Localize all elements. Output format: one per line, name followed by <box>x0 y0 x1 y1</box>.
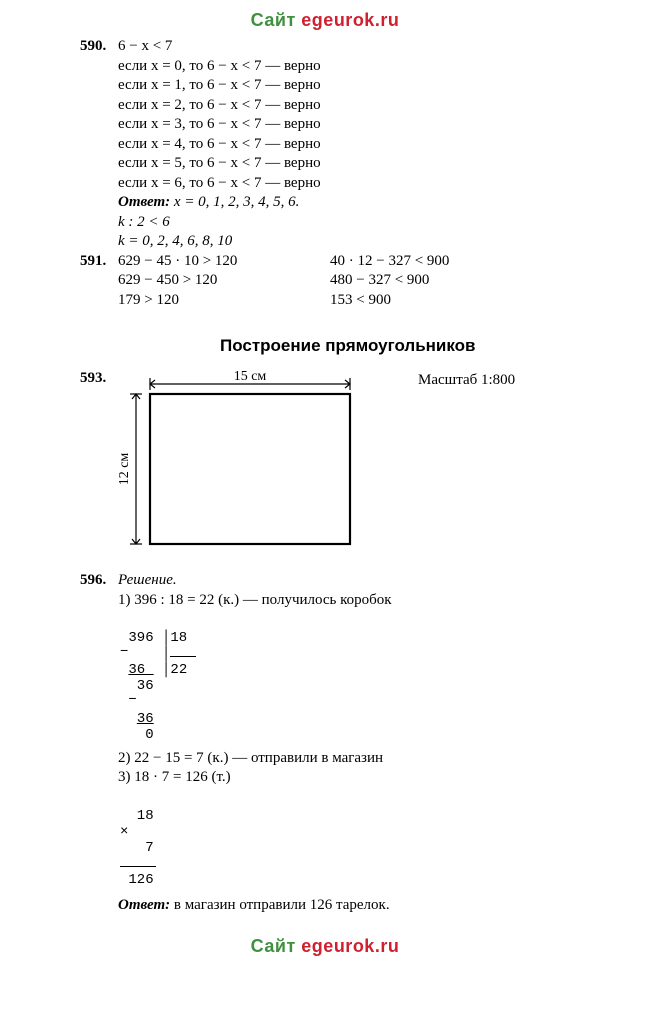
ex596-step2: 2) 22 − 15 = 7 (к.) — отправили в магази… <box>118 749 610 769</box>
ex590-case: если x = 5, то 6 − x < 7 — верно <box>118 154 610 174</box>
calc-line: 179 > 120 <box>118 291 330 311</box>
ex590-k1: k : 2 < 6 <box>118 213 610 233</box>
ex590-case: если x = 6, то 6 − x < 7 — верно <box>118 174 610 194</box>
watermark-top: Сайт egeurok.ru <box>0 10 650 31</box>
long-division: 396 │18 − │ 36 │22 36 − 36 0 <box>120 614 610 743</box>
problem-number: 593. <box>80 370 118 387</box>
watermark-green: Сайт <box>251 936 302 956</box>
ex590-case: если x = 2, то 6 − x < 7 — верно <box>118 96 610 116</box>
ex591: 591.629 − 45 · 10 > 120 629 − 450 > 120 … <box>80 252 610 311</box>
calc-line: 153 < 900 <box>330 291 449 311</box>
answer-label: Ответ: <box>118 194 170 210</box>
height-label: 12 см <box>118 453 132 486</box>
multiplication: 18 × 7 126 <box>120 792 610 889</box>
calc-line: 629 − 45 · 10 > 120 <box>118 253 237 269</box>
scale-label: Масштаб 1:800 <box>418 372 515 389</box>
watermark-red: egeurok.ru <box>301 10 399 30</box>
problem-number: 590. <box>80 37 118 57</box>
rectangle-figure: 15 см 12 см <box>118 370 358 555</box>
ex596-answer: Ответ: в магазин отправили 126 тарелок. <box>118 896 610 916</box>
answer-value: в магазин отправили 126 тарелок. <box>174 897 390 913</box>
watermark-green: Сайт <box>251 10 302 30</box>
ex590-case: если x = 1, то 6 − x < 7 — верно <box>118 76 610 96</box>
rectangle-shape <box>150 394 350 544</box>
answer-value: x = 0, 1, 2, 3, 4, 5, 6. <box>174 194 300 210</box>
ex596-step1: 1) 396 : 18 = 22 (к.) — получилось короб… <box>118 591 610 611</box>
problem-number: 596. <box>80 571 118 591</box>
calc-line: 629 − 450 > 120 <box>118 271 330 291</box>
content: 590.6 − x < 7 если x = 0, то 6 − x < 7 —… <box>0 37 650 916</box>
ex593: 593. 15 см 12 см Масштаб 1:800 <box>80 370 610 555</box>
ex590-answer: Ответ: x = 0, 1, 2, 3, 4, 5, 6. <box>118 193 610 213</box>
answer-label: Ответ: <box>118 897 170 913</box>
calc-line: 40 · 12 − 327 < 900 <box>330 252 449 272</box>
watermark-red: egeurok.ru <box>301 936 399 956</box>
ex596-header: 596.Решение. <box>80 571 610 591</box>
inequality: 6 − x < 7 <box>118 38 172 54</box>
width-label: 15 см <box>234 370 267 384</box>
section-title: Построение прямоугольников <box>220 336 610 356</box>
watermark-bottom: Сайт egeurok.ru <box>0 936 650 957</box>
ex590-k2: k = 0, 2, 4, 6, 8, 10 <box>118 232 610 252</box>
ex590-first: 590.6 − x < 7 <box>80 37 610 57</box>
ex590-case: если x = 4, то 6 − x < 7 — верно <box>118 135 610 155</box>
solution-label: Решение. <box>118 572 177 588</box>
calc-line: 480 − 327 < 900 <box>330 271 449 291</box>
ex596-step3: 3) 18 · 7 = 126 (т.) <box>118 768 610 788</box>
problem-number: 591. <box>80 252 118 272</box>
ex590-case: если x = 0, то 6 − x < 7 — верно <box>118 57 610 77</box>
ex590-case: если x = 3, то 6 − x < 7 — верно <box>118 115 610 135</box>
